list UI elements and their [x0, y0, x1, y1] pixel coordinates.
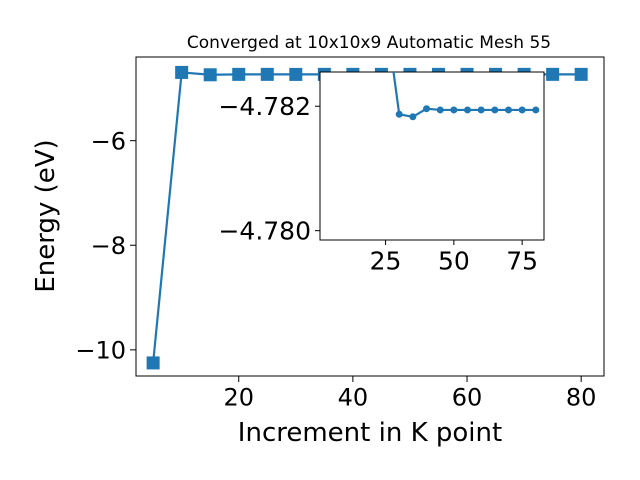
inset-data-point	[409, 113, 417, 121]
main-y-tick-label: −10	[75, 336, 126, 364]
inset-data-point	[532, 106, 540, 114]
inset-data-point	[464, 106, 472, 114]
main-data-point	[289, 67, 303, 81]
main-y-ticks: −10 −8 −6	[75, 127, 136, 364]
main-data-point	[146, 356, 160, 370]
main-data-point	[260, 67, 274, 81]
main-x-tick-label: 40	[338, 384, 369, 412]
inset-data-point	[423, 105, 431, 113]
inset-data-point	[491, 106, 499, 114]
x-axis-label: Increment in K point	[238, 418, 502, 448]
inset-y-ticks: −4.782 −4.780	[218, 92, 320, 246]
inset-y-tick-label: −4.780	[218, 217, 311, 246]
inset-x-tick-label: 50	[438, 247, 470, 276]
main-x-tick-label: 80	[566, 384, 597, 412]
inset-series	[382, 9, 540, 121]
inset-data-point	[382, 9, 389, 16]
main-x-ticks: 20 40 60 80	[223, 376, 596, 412]
main-data-point	[574, 67, 588, 81]
inset-data-point	[395, 110, 403, 118]
inset-data-point	[450, 106, 458, 114]
main-data-point	[175, 65, 189, 79]
main-data-point	[232, 67, 246, 81]
inset-axes: 25 50 75 −4.782 −4.780	[218, 9, 545, 276]
chart-title: Converged at 10x10x9 Automatic Mesh 55	[187, 33, 551, 53]
inset-x-ticks: 25 50 75	[370, 240, 538, 276]
inset-x-tick-label: 75	[506, 247, 538, 276]
main-y-tick-label: −8	[91, 232, 126, 260]
inset-data-point	[504, 106, 512, 114]
inset-data-point	[436, 106, 444, 114]
main-data-point	[203, 68, 217, 82]
main-x-tick-label: 20	[223, 384, 254, 412]
inset-plot-frame	[319, 71, 545, 241]
inset-y-tick-label: −4.782	[218, 92, 311, 121]
main-x-tick-label: 60	[452, 384, 483, 412]
main-y-tick-label: −6	[91, 127, 126, 155]
main-data-point	[546, 67, 560, 81]
inset-x-tick-label: 25	[370, 247, 402, 276]
inset-data-point	[477, 106, 485, 114]
inset-data-point	[518, 106, 526, 114]
y-axis-label: Energy (eV)	[31, 139, 61, 292]
